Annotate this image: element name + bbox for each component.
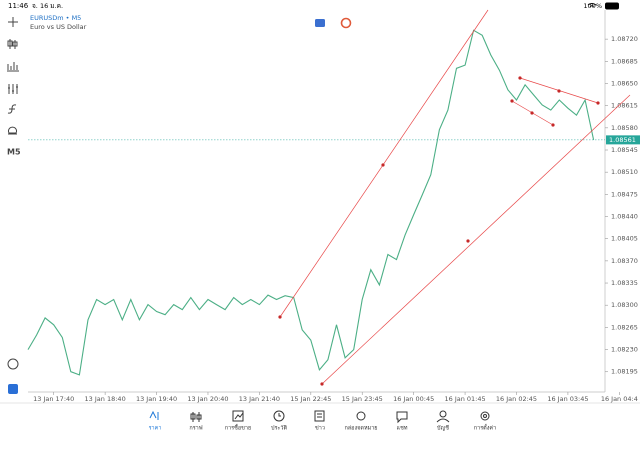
- x-tick-label: 15 Jan 23:45: [342, 395, 383, 403]
- y-tick-label: 1.08405: [611, 235, 638, 243]
- y-tick-label: 1.08720: [611, 35, 638, 43]
- trend-objects[interactable]: [279, 9, 631, 385]
- status-time: 11:46: [8, 2, 29, 10]
- tab-icon: [356, 411, 366, 421]
- current-price-box: [606, 135, 640, 145]
- tab-label: บัญชี: [437, 425, 449, 432]
- signal-icon[interactable]: [340, 17, 352, 29]
- y-tick-label: 1.08230: [611, 346, 638, 354]
- trend-anchors: [278, 76, 600, 386]
- tab[interactable]: ประวัติ: [271, 410, 287, 432]
- left-toolbar: [7, 17, 19, 370]
- app-icon[interactable]: [8, 384, 18, 394]
- objects-tool[interactable]: [7, 104, 17, 114]
- y-tick-label: 1.08580: [611, 124, 638, 132]
- shapes-tool[interactable]: [8, 126, 17, 135]
- tab-label: การตั้งค่า: [474, 424, 496, 432]
- one-click-icon[interactable]: [315, 19, 325, 27]
- price-line: [27, 29, 595, 376]
- x-tick-label: 16 Jan 01:45: [444, 395, 485, 403]
- symbol-description: Euro vs US Dollar: [30, 23, 87, 31]
- tab[interactable]: การซื้อขาย: [225, 410, 251, 432]
- tab[interactable]: บัญชี: [436, 410, 450, 432]
- tab[interactable]: ข่าว: [314, 410, 325, 432]
- x-tick-label: 15 Jan 22:45: [290, 395, 331, 403]
- y-tick-label: 1.08265: [611, 323, 638, 331]
- y-tick-label: 1.08545: [611, 146, 638, 154]
- tab-icon: [436, 410, 450, 423]
- tab-label: ราคา: [149, 426, 162, 432]
- x-tick-label: 13 Jan 21:40: [239, 395, 280, 403]
- indicators-tool[interactable]: [7, 62, 19, 72]
- x-tick-label: 16 Jan 03:45: [547, 395, 588, 403]
- tab-icon: [480, 411, 490, 421]
- tab-bar: ราคา กราฟ การซื้อขาย ประวัติ ข่าว กล่องจดหมาย…: [149, 410, 496, 432]
- x-tick-label: 13 Jan 19:40: [136, 395, 177, 403]
- y-tick-label: 1.08510: [611, 168, 638, 176]
- trend-line[interactable]: [279, 9, 489, 318]
- y-tick-label: 1.08195: [611, 368, 638, 376]
- status-date: จ. 16 ม.ค.: [32, 2, 63, 10]
- tab[interactable]: กล่องจดหมาย: [344, 411, 378, 432]
- x-tick-label: 16 Jan 02:45: [496, 395, 537, 403]
- trend-line[interactable]: [321, 94, 631, 385]
- tab-icon: [396, 411, 408, 424]
- x-tick-label: 16 Jan 00:45: [393, 395, 434, 403]
- timeframe[interactable]: M5: [7, 148, 21, 157]
- crosshair-tool[interactable]: [8, 17, 18, 27]
- y-tick-label: 1.08685: [611, 57, 638, 65]
- tab-icon: [273, 410, 285, 422]
- tab[interactable]: กราฟ: [189, 412, 203, 432]
- tab-icon: [149, 410, 159, 420]
- battery-icon: [605, 2, 619, 10]
- tab-label: กล่องจดหมาย: [344, 426, 377, 432]
- y-tick-label: 1.08335: [611, 279, 638, 287]
- x-tick-label: 13 Jan 20:40: [187, 395, 228, 403]
- y-tick-label: 1.08300: [611, 301, 638, 309]
- y-tick-label: 1.08370: [611, 257, 638, 265]
- x-tick-label: 16 Jan 04:4: [601, 395, 638, 403]
- tab-icon: [314, 410, 325, 422]
- tab[interactable]: ราคา: [149, 410, 162, 432]
- tab-label: แชท: [397, 425, 408, 432]
- tab-label: ประวัติ: [271, 425, 287, 432]
- chart-type-tool[interactable]: [7, 39, 18, 49]
- x-tick-label: 13 Jan 17:40: [33, 395, 74, 403]
- y-tick-label: 1.08650: [611, 79, 638, 87]
- wifi-icon: [587, 3, 597, 7]
- y-tick-label: 1.08440: [611, 213, 638, 221]
- tab[interactable]: แชท: [396, 411, 408, 432]
- history-tool[interactable]: [7, 358, 19, 370]
- y-tick-label: 1.08475: [611, 190, 638, 198]
- y-tick-label: 1.08615: [611, 102, 638, 110]
- symbol[interactable]: EURUSDm • M5: [30, 14, 81, 22]
- tab[interactable]: การตั้งค่า: [474, 411, 496, 432]
- current-price-label: 1.08561: [609, 136, 636, 144]
- plot: 1.08720 1.08685 1.08650 1.08615 1.08580 1.085…: [27, 29, 640, 403]
- tab-icon: [232, 410, 244, 422]
- tab-icon: [190, 412, 202, 422]
- tab-label: กราฟ: [189, 425, 202, 432]
- x-tick-label: 13 Jan 18:40: [85, 395, 126, 403]
- tab-label: การซื้อขาย: [225, 424, 251, 432]
- settings-tool[interactable]: [8, 84, 18, 94]
- tab-label: ข่าว: [315, 426, 325, 432]
